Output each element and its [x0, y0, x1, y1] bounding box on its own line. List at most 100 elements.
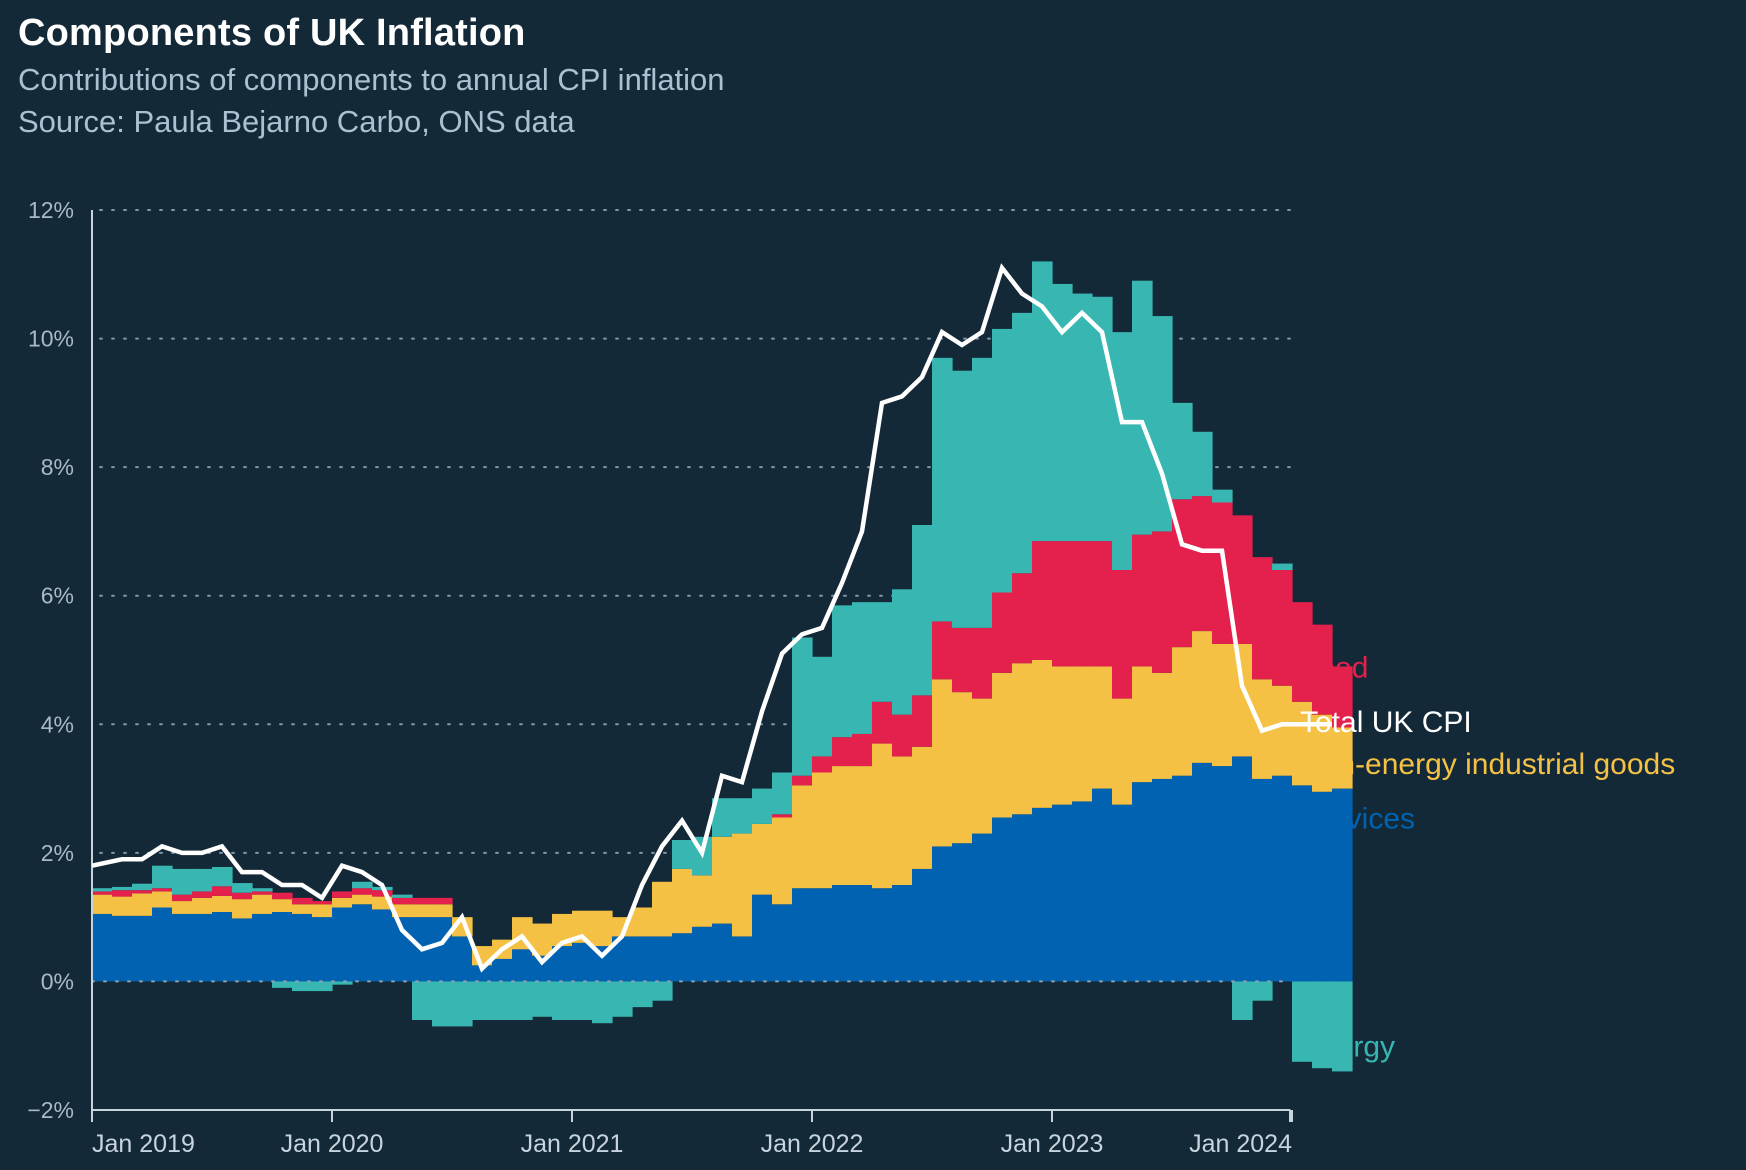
bar-segment — [1232, 643, 1253, 757]
bar-segment — [152, 891, 173, 908]
bar-segment — [232, 918, 253, 982]
bar-segment — [1192, 762, 1213, 982]
bar-segment — [452, 981, 473, 1027]
bar-segment — [1032, 660, 1053, 808]
bar-segment — [132, 890, 153, 894]
bar-segment — [112, 886, 133, 891]
bar-segment — [812, 656, 833, 757]
series-label: Total UK CPI — [1300, 706, 1472, 739]
y-tick-label: 0% — [41, 968, 74, 994]
bar-segment — [172, 894, 193, 902]
bar-segment — [1272, 775, 1293, 982]
bar-segment — [392, 894, 413, 898]
bar-segment — [952, 627, 973, 693]
bar-segment — [272, 981, 293, 988]
bar-segment — [1132, 666, 1153, 783]
bar-segment — [112, 890, 133, 897]
bar-segment — [1312, 624, 1333, 715]
bar-segment — [212, 895, 233, 912]
bar-segment — [252, 888, 273, 892]
bar-segment — [1312, 981, 1333, 1069]
chart-subtitle: Contributions of components to annual CP… — [18, 62, 725, 97]
bar-segment — [1292, 602, 1313, 702]
bar-segment — [1232, 515, 1253, 644]
x-tick-label: Jan 2024 — [1189, 1130, 1292, 1158]
bar-segment — [1212, 766, 1233, 982]
bar-segment — [832, 605, 853, 738]
bar-segment — [892, 714, 913, 757]
y-tick-label: 12% — [28, 197, 74, 223]
bar-segment — [892, 756, 913, 885]
bar-segment — [1032, 261, 1053, 542]
bar-segment — [432, 917, 453, 982]
bar-segment — [1052, 666, 1073, 805]
bar-segment — [172, 901, 193, 914]
bar-segment — [792, 888, 813, 982]
bar-segment — [412, 897, 433, 905]
bar-segment — [772, 772, 793, 815]
bar-segment — [892, 589, 913, 715]
bar-segment — [872, 888, 893, 982]
bar-segment — [852, 602, 873, 734]
bar-segment — [292, 981, 313, 992]
bar-segment — [1012, 312, 1033, 574]
bar-segment — [932, 679, 953, 847]
bar-segment — [832, 885, 853, 982]
bar-segment — [332, 897, 353, 908]
bar-segment — [392, 897, 413, 905]
bar-segment — [1192, 496, 1213, 632]
bar-segment — [1012, 814, 1033, 982]
bar-segment — [1052, 541, 1073, 667]
bar-segment — [1252, 981, 1273, 1001]
bar-segment — [672, 840, 693, 869]
bar-segment — [1052, 283, 1073, 542]
bar-segment — [292, 913, 313, 982]
bar-segment — [1152, 672, 1173, 779]
y-tick-label: −2% — [27, 1097, 74, 1123]
bar-segment — [1212, 643, 1233, 767]
bar-segment — [832, 766, 853, 885]
bar-segment — [192, 891, 213, 898]
bar-segment — [1172, 647, 1193, 776]
bar-segment — [732, 936, 753, 982]
bar-segment — [912, 525, 933, 696]
bar-segment — [852, 885, 873, 982]
bar-segment — [812, 888, 833, 982]
bar-segment — [592, 910, 613, 947]
bar-segment — [552, 913, 573, 947]
bar-segment — [1112, 332, 1133, 570]
y-tick-label: 4% — [41, 711, 74, 737]
bar-segment — [832, 737, 853, 767]
bar-segment — [1132, 280, 1153, 535]
bar-segment — [1092, 788, 1113, 982]
bar-segment — [712, 836, 733, 924]
bar-segment — [1112, 570, 1133, 699]
bar-segment — [472, 981, 493, 1020]
bar-segment — [1072, 666, 1093, 802]
bar-segment — [1052, 804, 1073, 982]
bar-segment — [472, 965, 493, 982]
bar-segment — [312, 901, 333, 905]
bar-segment — [92, 894, 113, 914]
bar-segment — [972, 833, 993, 982]
bar-segment — [172, 868, 193, 895]
bar-segment — [672, 933, 693, 982]
bar-segment — [1232, 756, 1253, 982]
bar-segment — [112, 915, 133, 982]
bar-segment — [552, 981, 573, 1020]
bar-segment — [272, 912, 293, 982]
bar-segment — [1032, 541, 1053, 660]
y-tick-label: 6% — [41, 583, 74, 609]
bar-segment — [1132, 534, 1153, 667]
bar-segment — [1332, 727, 1353, 789]
bar-segment — [212, 867, 233, 887]
y-tick-label: 2% — [41, 840, 74, 866]
bar-segment — [652, 981, 673, 1001]
bar-segment — [332, 907, 353, 982]
bar-segment — [572, 981, 593, 1020]
bar-segment — [272, 899, 293, 912]
total-cpi-line-group — [91, 263, 1332, 973]
bar-segment — [1092, 541, 1113, 667]
bar-segment — [1252, 557, 1273, 680]
